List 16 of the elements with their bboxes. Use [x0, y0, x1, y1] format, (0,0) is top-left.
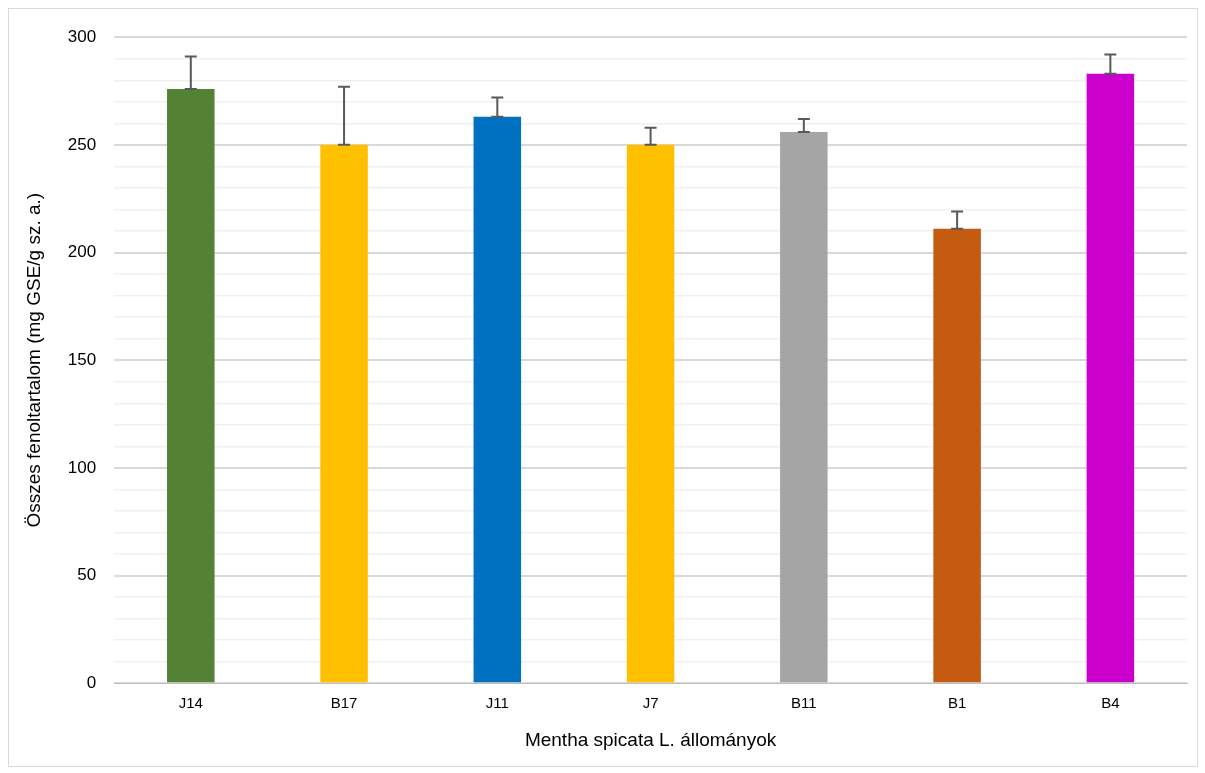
x-tick-label: J7: [642, 694, 659, 712]
y-tick-label: 150: [67, 349, 97, 369]
x-tick-label: B11: [791, 694, 817, 712]
y-tick-label: 300: [67, 26, 97, 46]
y-tick-label: 200: [67, 242, 97, 262]
x-tick-label: B1: [947, 694, 967, 712]
x-tick-label: B17: [330, 694, 358, 712]
x-tick-label: J11: [485, 694, 509, 712]
y-tick-label: 0: [86, 672, 97, 692]
x-tick-label: B4: [1101, 694, 1120, 712]
x-axis-title: Mentha spicata L. állományok: [524, 728, 777, 750]
y-tick-label: 100: [67, 457, 97, 477]
x-tick-label: J14: [178, 694, 203, 712]
y-tick-label: 250: [67, 134, 97, 154]
y-axis-title: Összes fenoltartalom (mg GSE/g sz. a.): [22, 192, 44, 528]
y-tick-label: 50: [77, 565, 97, 585]
